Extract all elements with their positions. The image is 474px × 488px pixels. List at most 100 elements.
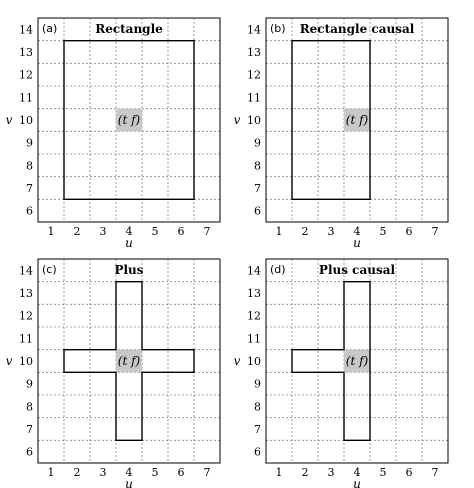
- x-tick-label: 4: [354, 466, 361, 479]
- x-tick-label: 1: [276, 225, 283, 238]
- x-tick-label: 4: [126, 225, 133, 238]
- y-axis-label: v: [234, 354, 241, 368]
- y-tick-label: 7: [26, 182, 33, 195]
- y-tick-label: 8: [26, 400, 33, 413]
- center-cell-label: (t f): [346, 113, 369, 127]
- x-tick-label: 5: [152, 466, 159, 479]
- x-tick-label: 7: [204, 466, 211, 479]
- x-tick-label: 1: [48, 225, 55, 238]
- y-tick-label: 11: [19, 332, 33, 345]
- center-cell-label: (t f): [118, 113, 141, 127]
- x-tick-label: 6: [178, 466, 185, 479]
- x-tick-label: 2: [74, 466, 81, 479]
- y-tick-label: 8: [254, 159, 261, 172]
- x-tick-label: 7: [432, 225, 439, 238]
- x-tick-label: 5: [380, 466, 387, 479]
- y-tick-label: 13: [247, 46, 261, 59]
- y-tick-label: 10: [247, 114, 261, 127]
- x-tick-label: 4: [126, 466, 133, 479]
- y-axis-label: v: [6, 354, 13, 368]
- y-tick-label: 12: [19, 69, 33, 82]
- y-tick-label: 8: [26, 159, 33, 172]
- panel-tag: (d): [270, 263, 286, 276]
- y-tick-label: 14: [247, 264, 261, 277]
- center-cell: [116, 349, 142, 373]
- x-tick-label: 6: [178, 225, 185, 238]
- x-tick-label: 2: [302, 225, 309, 238]
- center-cell-label: (t f): [346, 354, 369, 368]
- plot-frame: [265, 17, 449, 223]
- x-tick-label: 6: [406, 225, 413, 238]
- y-tick-label: 12: [19, 310, 33, 323]
- panel-tag: (a): [42, 22, 57, 35]
- plot-frame: [37, 258, 221, 464]
- y-tick-label: 14: [19, 23, 33, 36]
- y-tick-label: 7: [254, 182, 261, 195]
- kernel-outline: [291, 39, 371, 201]
- y-axis-label: v: [234, 113, 241, 127]
- plot-frame: [265, 258, 449, 464]
- y-tick-label: 10: [19, 355, 33, 368]
- center-cell: [116, 108, 142, 132]
- x-tick-label: 1: [48, 466, 55, 479]
- center-cell: [344, 349, 370, 373]
- y-tick-label: 12: [247, 310, 261, 323]
- y-tick-label: 9: [26, 137, 33, 150]
- y-tick-label: 6: [254, 205, 261, 218]
- panel-tag: (b): [270, 22, 286, 35]
- panel-title: Rectangle: [95, 22, 163, 36]
- x-tick-label: 3: [328, 466, 335, 479]
- y-tick-label: 11: [247, 332, 261, 345]
- y-tick-label: 13: [19, 46, 33, 59]
- x-tick-label: 7: [204, 225, 211, 238]
- kernel-outline: [291, 280, 371, 442]
- y-tick-label: 11: [247, 91, 261, 104]
- y-tick-label: 10: [19, 114, 33, 127]
- center-cell-label: (t f): [118, 354, 141, 368]
- x-tick-label: 2: [302, 466, 309, 479]
- y-tick-label: 13: [19, 287, 33, 300]
- y-axis-label: v: [6, 113, 13, 127]
- y-tick-label: 13: [247, 287, 261, 300]
- x-tick-label: 5: [152, 225, 159, 238]
- x-tick-label: 1: [276, 466, 283, 479]
- plot-frame: [37, 17, 221, 223]
- x-tick-label: 7: [432, 466, 439, 479]
- y-tick-label: 9: [254, 378, 261, 391]
- panel-tag: (c): [42, 263, 57, 276]
- x-tick-label: 6: [406, 466, 413, 479]
- x-axis-label: u: [125, 477, 133, 488]
- panel-title: Plus causal: [319, 263, 396, 277]
- y-tick-label: 12: [247, 69, 261, 82]
- x-axis-label: u: [353, 477, 361, 488]
- x-tick-label: 3: [100, 225, 107, 238]
- y-tick-label: 8: [254, 400, 261, 413]
- x-tick-label: 5: [380, 225, 387, 238]
- panel-title: Plus: [114, 263, 143, 277]
- y-tick-label: 11: [19, 91, 33, 104]
- y-tick-label: 14: [247, 23, 261, 36]
- x-tick-label: 2: [74, 225, 81, 238]
- y-tick-label: 10: [247, 355, 261, 368]
- x-axis-label: u: [353, 236, 361, 250]
- y-tick-label: 9: [254, 137, 261, 150]
- y-tick-label: 14: [19, 264, 33, 277]
- y-tick-label: 6: [254, 446, 261, 459]
- center-cell: [344, 108, 370, 132]
- panel-title: Rectangle causal: [300, 22, 415, 36]
- y-tick-label: 9: [26, 378, 33, 391]
- x-tick-label: 3: [100, 466, 107, 479]
- y-tick-label: 6: [26, 205, 33, 218]
- y-tick-label: 7: [26, 423, 33, 436]
- kernel-outline: [63, 280, 195, 442]
- x-axis-label: u: [125, 236, 133, 250]
- y-tick-label: 7: [254, 423, 261, 436]
- x-tick-label: 4: [354, 225, 361, 238]
- y-tick-label: 6: [26, 446, 33, 459]
- kernel-outline: [63, 39, 195, 201]
- x-tick-label: 3: [328, 225, 335, 238]
